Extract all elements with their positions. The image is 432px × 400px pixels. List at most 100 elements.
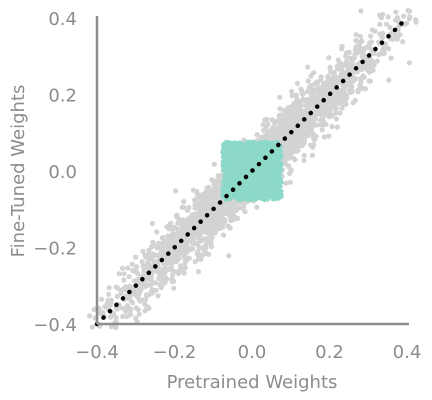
weight-point xyxy=(292,157,298,163)
near-zero-point xyxy=(252,196,258,202)
weight-point xyxy=(293,133,299,139)
weight-point xyxy=(305,64,311,70)
weight-point xyxy=(175,256,181,262)
weight-point xyxy=(160,234,166,241)
weight-point xyxy=(331,69,337,76)
weight-point xyxy=(120,313,126,320)
weight-point xyxy=(404,20,410,27)
near-zero-point xyxy=(220,162,226,168)
x-tick-label: 0.4 xyxy=(393,342,422,363)
weight-point xyxy=(145,260,151,266)
weight-point xyxy=(188,215,194,221)
weight-point xyxy=(149,220,155,226)
weight-point xyxy=(327,64,333,70)
weight-point xyxy=(277,106,283,112)
weight-point xyxy=(162,269,168,275)
weight-point xyxy=(113,325,119,331)
weight-point xyxy=(119,305,125,311)
weight-point xyxy=(167,226,173,232)
weight-point xyxy=(178,263,184,269)
weight-point xyxy=(337,110,343,116)
weight-point xyxy=(131,268,137,274)
weight-point xyxy=(321,81,327,87)
weight-point xyxy=(155,244,162,250)
weight-point xyxy=(127,306,133,312)
weight-point xyxy=(128,311,134,318)
weight-point xyxy=(149,290,155,296)
weight-point xyxy=(254,132,260,138)
weight-point xyxy=(171,285,177,291)
weight-point xyxy=(212,227,219,233)
near-zero-point xyxy=(278,152,284,158)
weight-point xyxy=(230,199,236,205)
weight-point xyxy=(123,309,129,315)
weight-point xyxy=(388,55,394,61)
weight-point xyxy=(333,100,339,106)
weight-point xyxy=(360,51,366,57)
weight-point xyxy=(179,222,185,228)
weight-point xyxy=(300,97,307,103)
weight-point xyxy=(211,186,217,192)
weight-point xyxy=(284,130,290,136)
weight-point xyxy=(129,261,135,267)
weight-point xyxy=(335,76,341,82)
weight-point xyxy=(345,64,351,70)
weight-point xyxy=(295,117,302,123)
weight-point xyxy=(170,272,176,278)
weight-point xyxy=(301,152,307,158)
weight-point xyxy=(361,62,367,69)
weight-point xyxy=(156,275,162,281)
weight-point xyxy=(288,121,295,128)
near-zero-point xyxy=(259,196,265,202)
weight-point xyxy=(201,196,207,202)
weight-point xyxy=(106,285,112,291)
near-zero-point xyxy=(244,140,249,146)
weight-point xyxy=(347,55,353,61)
weight-point xyxy=(353,38,359,44)
weight-point xyxy=(357,82,363,88)
weight-point xyxy=(385,14,391,20)
weight-point xyxy=(289,88,295,94)
weight-point xyxy=(335,57,341,63)
weight-point xyxy=(193,218,199,224)
weight-point xyxy=(136,311,142,317)
y-axis-label: Fine-Tuned Weights xyxy=(8,85,29,258)
weight-point xyxy=(334,124,340,130)
weight-point xyxy=(282,142,288,148)
weight-point xyxy=(108,314,114,320)
near-zero-point xyxy=(274,196,279,202)
weight-point xyxy=(164,276,170,282)
weight-point xyxy=(393,17,399,23)
weight-point xyxy=(154,229,160,235)
weight-point xyxy=(206,251,212,257)
weight-point xyxy=(203,244,209,251)
weight-point xyxy=(318,74,324,80)
weight-point xyxy=(135,307,141,313)
weight-point xyxy=(400,39,406,45)
weight-point xyxy=(258,136,264,142)
weight-point xyxy=(242,209,248,215)
weight-point xyxy=(319,115,325,121)
weight-point xyxy=(339,46,345,52)
weight-point xyxy=(380,30,386,36)
near-zero-point xyxy=(278,194,284,200)
weight-point xyxy=(353,32,359,38)
weight-point xyxy=(365,64,371,70)
weight-point xyxy=(142,301,148,307)
weight-point xyxy=(170,268,176,274)
weight-point xyxy=(132,254,139,260)
weight-point xyxy=(211,181,217,187)
near-zero-point xyxy=(227,143,233,148)
weight-point xyxy=(170,248,176,254)
weight-point xyxy=(387,24,393,30)
weight-point xyxy=(311,70,317,76)
weight-point xyxy=(201,208,207,214)
weight-point xyxy=(227,213,233,219)
weight-point xyxy=(153,287,159,293)
near-zero-point xyxy=(268,194,274,199)
weight-point xyxy=(195,249,201,255)
weight-point xyxy=(201,236,207,242)
weight-point xyxy=(298,86,304,92)
weight-point xyxy=(329,113,335,119)
weight-point xyxy=(222,219,228,225)
